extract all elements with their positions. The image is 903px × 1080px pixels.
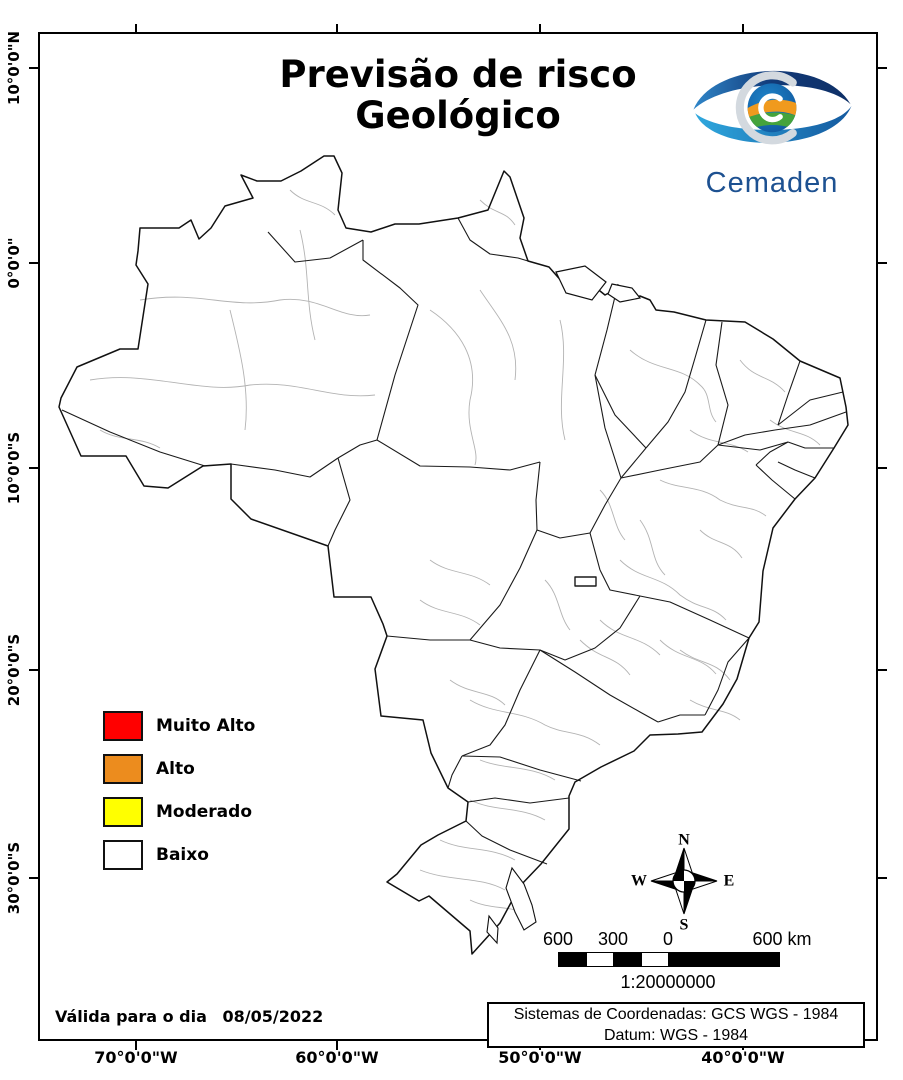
cemaden-logo: Cemaden	[682, 50, 862, 200]
axis-tick	[135, 24, 137, 33]
legend-swatch-muito-alto	[103, 711, 143, 741]
axis-tick	[29, 67, 38, 69]
compass-s-label: S	[680, 917, 689, 934]
legend-item-muito-alto: Muito Alto	[103, 711, 255, 741]
axis-tick	[878, 877, 887, 879]
compass-e-label: E	[724, 873, 735, 890]
brazil-map	[58, 155, 849, 955]
marajo-island	[555, 265, 642, 303]
axis-tick	[742, 24, 744, 33]
legend-label: Moderado	[156, 802, 252, 822]
lat-label-30s: 30°0'0"S	[5, 841, 23, 915]
title-line-1: Previsão de risco	[279, 53, 637, 96]
legend-label: Baixo	[156, 845, 209, 865]
lon-label-70w: 70°0'0"W	[94, 1048, 178, 1067]
axis-tick	[878, 467, 887, 469]
axis-tick	[135, 1041, 137, 1050]
validity-label: Válida para o dia	[55, 1007, 207, 1026]
legend-item-moderado: Moderado	[103, 797, 255, 827]
legend-swatch-baixo	[103, 840, 143, 870]
axis-tick	[29, 467, 38, 469]
lat-label-10n: 10°0'0"N	[5, 30, 23, 106]
legend-item-baixo: Baixo	[103, 840, 255, 870]
legend-label: Alto	[156, 759, 195, 779]
compass-n-label: N	[678, 832, 690, 849]
axis-tick	[336, 24, 338, 33]
municipal-boundaries	[89, 189, 821, 916]
lon-label-40w: 40°0'0"W	[701, 1048, 785, 1067]
compass-w-label: W	[631, 873, 647, 890]
lat-label-10s: 10°0'0"S	[5, 431, 23, 505]
lon-label-60w: 60°0'0"W	[295, 1048, 379, 1067]
df-rectangle	[574, 576, 597, 587]
scale-label-0: 0	[662, 929, 674, 949]
scale-ratio: 1:20000000	[620, 972, 716, 992]
scale-segment	[559, 953, 586, 966]
scale-segment	[669, 953, 779, 966]
page-title: Previsão de risco Geológico	[38, 53, 878, 137]
country-outline	[58, 155, 849, 955]
scale-label-300: 300	[597, 929, 629, 949]
legend: Muito Alto Alto Moderado Baixo	[103, 711, 255, 883]
title-line-2: Geológico	[355, 93, 561, 137]
axis-tick	[29, 669, 38, 671]
north-arrow-icon: N E S W	[631, 832, 735, 934]
axis-tick	[878, 669, 887, 671]
legend-label: Muito Alto	[156, 716, 256, 736]
axis-tick	[878, 262, 887, 264]
scale-segment	[641, 953, 669, 966]
map-frame	[38, 32, 878, 1041]
legend-swatch-moderado	[103, 797, 143, 827]
lat-label-0: 0°0'0"	[5, 237, 23, 289]
axis-tick	[878, 67, 887, 69]
legend-swatch-alto	[103, 754, 143, 784]
scale-segment	[586, 953, 614, 966]
axis-tick	[29, 262, 38, 264]
lon-label-50w: 50°0'0"W	[498, 1048, 582, 1067]
legend-item-alto: Alto	[103, 754, 255, 784]
cemaden-eye-icon	[693, 70, 852, 145]
state-boundaries	[61, 217, 847, 865]
crs-line-2: Datum: WGS - 1984	[603, 1027, 749, 1044]
lat-label-20s: 20°0'0"S	[5, 633, 23, 707]
validity-date: 08/05/2022	[222, 1007, 324, 1026]
axis-tick	[336, 1041, 338, 1050]
scale-segment	[614, 953, 641, 966]
scale-label-600-km: 600 km	[752, 929, 812, 949]
crs-box: Sistemas de Coordenadas: GCS WGS - 1984 …	[487, 1002, 865, 1048]
axis-tick	[29, 877, 38, 879]
patos-lagoon	[486, 866, 537, 945]
cemaden-brand-text: Cemaden	[705, 167, 839, 199]
scale-label-600-left: 600	[542, 929, 574, 949]
validity-note: Válida para o dia 08/05/2022	[55, 1007, 323, 1026]
axis-tick	[539, 24, 541, 33]
crs-line-1: Sistemas de Coordenadas: GCS WGS - 1984	[513, 1005, 839, 1023]
scale-bar	[558, 952, 780, 967]
